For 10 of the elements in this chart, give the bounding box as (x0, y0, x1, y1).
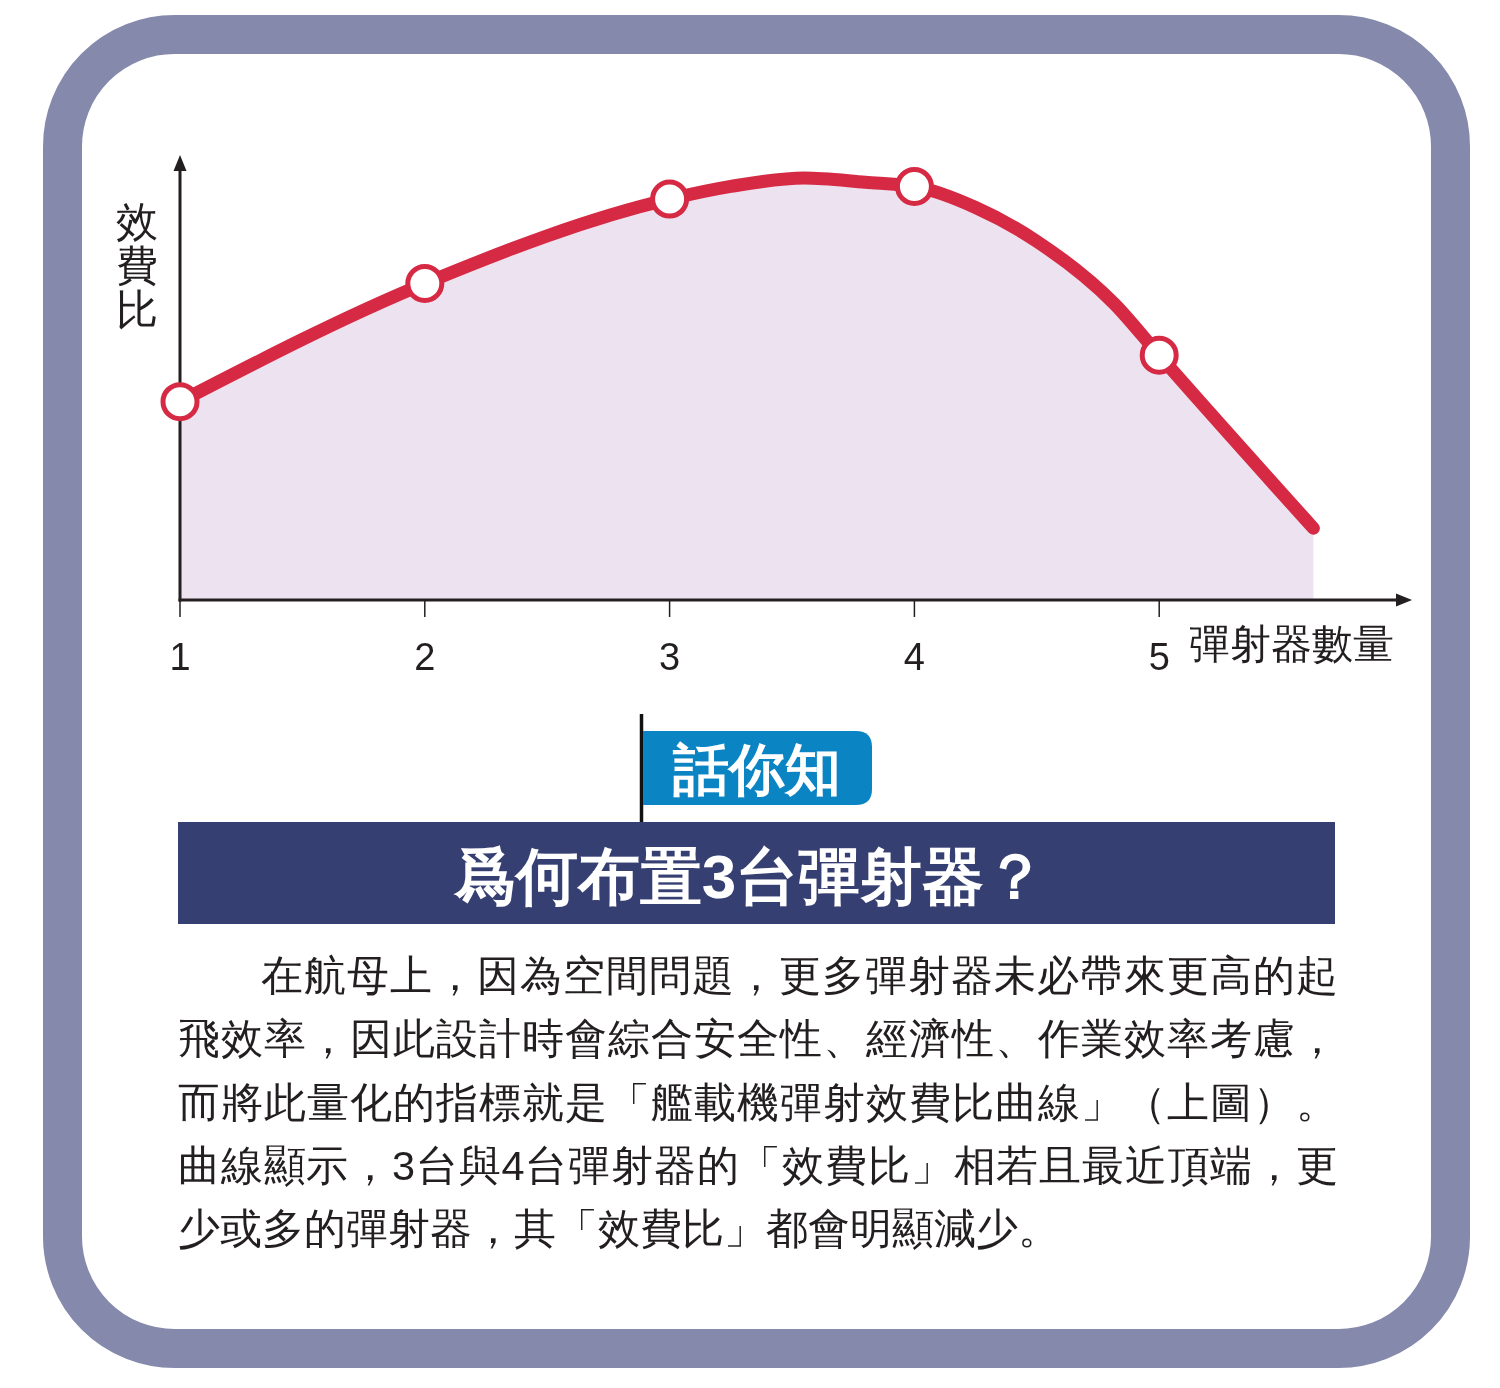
text: 爲何布置3台彈射器？ (452, 842, 1047, 911)
text: 在航母上，因為空間問題，更多彈射器未必帶來更高的起飛效率，因此設計時會綜合安全性、經濟性、作業效率考慮，而將此量化的指標就是「艦載機彈射效費比曲線」（上圖）。曲線顯示，3台與4台彈射器的「效費比」相若且最近頂端，更少或多的彈射器，其「效費比」都會明顯減少。 (178, 951, 1338, 1255)
x-tick-label: 3 (659, 636, 681, 678)
y-axis-title: 效費比 (116, 197, 158, 334)
x-tick-label: 2 (414, 636, 436, 678)
x-axis-title: 彈射器數量 (1189, 620, 1394, 668)
x-tick-label: 1 (169, 636, 191, 678)
text: 話你知 (672, 738, 841, 801)
x-tick-label: 5 (1148, 636, 1170, 678)
x-tick-label: 4 (903, 636, 925, 678)
